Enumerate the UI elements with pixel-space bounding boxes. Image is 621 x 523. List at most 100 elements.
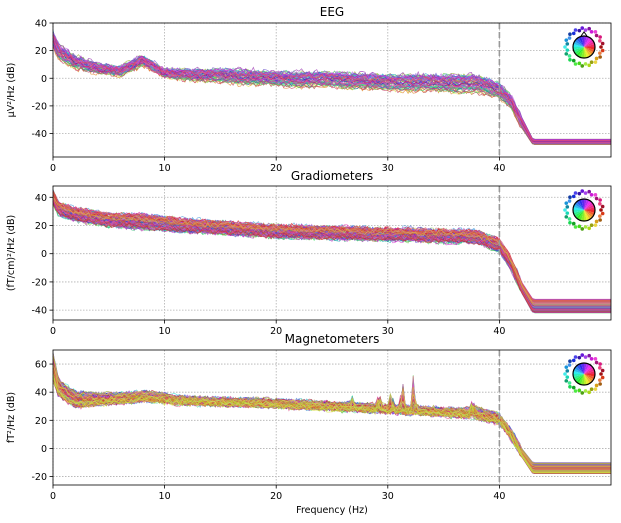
- sensor-dot: [565, 42, 570, 46]
- y-tick-label: 0: [41, 74, 47, 85]
- sensor-wheel-segment: [584, 47, 595, 50]
- sensor-wheel-segment: [576, 37, 584, 47]
- plot-area: [53, 23, 611, 157]
- head-outline: [572, 35, 596, 59]
- sensor-wheel-segment: [584, 366, 594, 374]
- sensor-dot: [568, 58, 572, 62]
- sensor-wheel-segment: [584, 363, 590, 374]
- psd-trace: [53, 373, 611, 471]
- sensor-wheel-segment: [573, 210, 584, 216]
- sensor-wheel-segment: [581, 199, 584, 210]
- sensor-wheel-segment: [578, 210, 584, 221]
- sensor-dot: [600, 204, 605, 209]
- sensor-dot: [600, 41, 605, 46]
- head-outline: [572, 362, 596, 386]
- psd-trace: [53, 201, 611, 313]
- sensor-wheel-segment: [578, 47, 584, 58]
- sensor-dot: [580, 64, 585, 68]
- sensor-layout-inset: [563, 189, 605, 231]
- sensor-wheel-segment: [584, 374, 587, 385]
- y-tick-label: -40: [31, 129, 47, 140]
- sensor-dot: [573, 355, 578, 359]
- sensor-dot: [594, 33, 599, 38]
- eeg-panel: 0 10 20 30 40 -40 -20 0 20 40 EEG µV²/Hz (dB): [6, 5, 612, 174]
- sensor-wheel-segment: [584, 210, 595, 216]
- x-tick-label: 20: [270, 163, 282, 174]
- sensor-wheel-segment: [584, 371, 595, 374]
- sensor-dot: [598, 218, 602, 222]
- psd-trace: [53, 45, 611, 145]
- sensor-dot: [573, 62, 578, 66]
- sensor-dot: [577, 388, 582, 393]
- y-tick-label: 40: [35, 19, 47, 30]
- sensor-wheel-segment: [576, 47, 584, 57]
- axes-frame: [52, 185, 612, 321]
- y-tick-label: 40: [35, 388, 47, 399]
- sensor-wheel-segment: [584, 368, 595, 374]
- sensor-dot: [598, 366, 602, 370]
- sensor-dot: [573, 191, 578, 195]
- sensor-layout-inset: [563, 353, 605, 395]
- sensor-dot: [583, 191, 588, 195]
- sensor-dot: [589, 29, 594, 34]
- x-tick-label: 0: [50, 326, 56, 337]
- sensor-wheel-segment: [576, 364, 584, 374]
- y-tick-label: 40: [35, 193, 47, 204]
- sensor-dot: [599, 372, 603, 376]
- x-axis-label: Frequency (Hz): [296, 505, 368, 516]
- sensor-dot: [577, 224, 582, 229]
- sensor-wheel-segment: [576, 210, 584, 220]
- sensor-wheel-segment: [584, 202, 594, 210]
- sensor-wheel-segment: [584, 36, 587, 47]
- sensor-dot: [580, 391, 585, 395]
- x-tick-label: 40: [493, 491, 505, 502]
- psd-trace: [53, 40, 611, 143]
- sensor-dot: [587, 226, 591, 231]
- sensor-dot: [564, 52, 569, 56]
- sensor-dot: [593, 193, 598, 197]
- sensor-wheel-segment: [578, 374, 584, 385]
- sensor-dot: [583, 62, 588, 66]
- sensor-wheel-segment: [573, 371, 584, 374]
- sensor-dot: [580, 227, 585, 231]
- x-tick-label: 30: [382, 163, 394, 174]
- axes-frame: [52, 22, 612, 158]
- sensor-dot: [587, 189, 591, 194]
- y-tick-label: -40: [31, 306, 47, 317]
- sensor-dot: [587, 353, 591, 358]
- psd-trace: [53, 39, 611, 144]
- y-tick-label: -20: [31, 101, 47, 112]
- sensor-dot: [587, 390, 591, 395]
- sensor-wheel-segment: [573, 374, 584, 380]
- psd-traces: [53, 29, 611, 145]
- sensor-dot: [564, 201, 569, 205]
- sensor-dot: [580, 353, 585, 357]
- sensor-wheel-segment: [584, 199, 587, 210]
- sensor-dot: [571, 221, 576, 226]
- sensor-dot: [567, 363, 572, 367]
- sensor-dot: [565, 211, 570, 215]
- panel-title: EEG: [320, 5, 344, 19]
- sensor-dot: [594, 360, 599, 365]
- x-tick-label: 30: [382, 491, 394, 502]
- sensor-wheel-segment: [584, 210, 594, 218]
- sensor-dot: [598, 362, 602, 366]
- sensor-dot: [564, 365, 569, 369]
- sensor-wheel-segment: [584, 364, 592, 374]
- y-tick-label: 0: [41, 249, 47, 260]
- psd-trace: [53, 191, 611, 301]
- sensor-wheel-segment: [573, 44, 584, 47]
- x-tick-label: 10: [159, 326, 171, 337]
- sensor-dot: [583, 355, 588, 359]
- sensor-wheel-segment: [573, 374, 584, 377]
- x-tick-label: 10: [159, 163, 171, 174]
- x-tick-label: 0: [50, 163, 56, 174]
- sensor-dot: [563, 45, 567, 49]
- sensor-dot: [573, 225, 578, 229]
- y-tick-label: 20: [35, 221, 47, 232]
- sensor-dot: [593, 60, 598, 64]
- head-outline: [572, 198, 596, 222]
- sensor-dot: [583, 28, 588, 32]
- psd-traces: [53, 189, 611, 314]
- panel-title: Gradiometers: [291, 169, 373, 183]
